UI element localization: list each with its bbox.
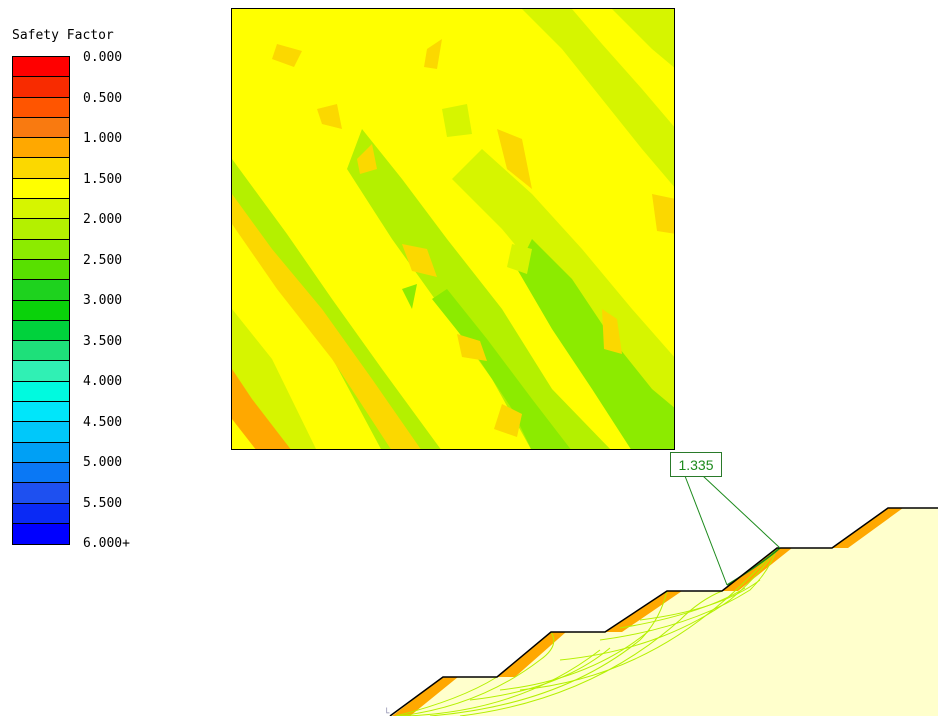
legend-swatch bbox=[13, 442, 69, 463]
contour-band bbox=[347, 129, 611, 449]
contour-band bbox=[232, 159, 441, 449]
legend-swatch bbox=[13, 402, 69, 423]
legend-swatch bbox=[13, 280, 69, 301]
contour-patch bbox=[317, 104, 342, 129]
contour-band bbox=[232, 309, 317, 449]
contour-patch bbox=[602, 309, 622, 354]
legend-color-scale bbox=[12, 56, 70, 546]
callout-leader-line bbox=[684, 475, 728, 586]
legend-swatch bbox=[13, 158, 69, 179]
legend-tick-label: 3.500 bbox=[83, 333, 123, 349]
legend-swatch bbox=[13, 523, 69, 545]
contour-patch bbox=[497, 129, 532, 189]
slip-surface bbox=[404, 649, 601, 716]
legend-swatch bbox=[13, 422, 69, 443]
legend-swatch bbox=[13, 199, 69, 220]
contour-band bbox=[432, 289, 571, 449]
slope-face-band bbox=[605, 591, 682, 632]
legend-tick-label: 2.000 bbox=[83, 212, 123, 227]
legend-swatch bbox=[13, 462, 69, 484]
slip-surface bbox=[559, 547, 778, 661]
slip-surface bbox=[619, 587, 746, 629]
contour-patch bbox=[272, 44, 302, 67]
legend-swatch bbox=[13, 219, 69, 240]
legend-tick-label: 4.500 bbox=[83, 414, 123, 430]
legend-swatch bbox=[13, 503, 69, 524]
slip-surface bbox=[499, 629, 651, 691]
legend-swatch bbox=[13, 320, 69, 342]
legend-swatch bbox=[13, 138, 69, 159]
legend-swatch bbox=[13, 97, 69, 118]
legend-swatch bbox=[13, 361, 69, 382]
contour-band bbox=[517, 239, 674, 449]
slip-surface bbox=[599, 547, 778, 641]
contour-patch bbox=[402, 284, 417, 309]
safety-factor-legend: Safety Factor 0.000 0.500 1.000 1.500 2.000 2… bbox=[0, 0, 200, 560]
callout-leader-line bbox=[702, 475, 781, 549]
contour-patch bbox=[402, 244, 437, 277]
slip-surface bbox=[399, 631, 555, 716]
critical-slip-surface bbox=[726, 547, 781, 586]
legend-swatch bbox=[13, 178, 69, 200]
legend-swatch bbox=[13, 117, 69, 139]
slope-face-band bbox=[497, 632, 566, 677]
contour-patch bbox=[457, 334, 487, 361]
legend-tick-label: 0.500 bbox=[83, 90, 123, 106]
contour-band bbox=[612, 9, 674, 68]
slip-surface bbox=[459, 590, 723, 716]
critical-safety-factor-label: 1.335 bbox=[670, 452, 722, 477]
slip-surface bbox=[469, 647, 611, 701]
legend-swatch bbox=[13, 483, 69, 504]
legend-title: Safety Factor bbox=[12, 28, 114, 43]
slip-surface bbox=[395, 676, 498, 716]
legend-tick-label: 1.500 bbox=[83, 171, 123, 187]
legend-swatch bbox=[13, 259, 69, 281]
contour-band bbox=[522, 9, 674, 187]
legend-swatch bbox=[13, 381, 69, 403]
contour-patch bbox=[442, 104, 472, 137]
legend-swatch bbox=[13, 77, 69, 98]
legend-swatch bbox=[13, 57, 69, 78]
contour-patch bbox=[424, 39, 442, 69]
slope-ground-profile bbox=[389, 507, 938, 716]
legend-tick-label: 5.000 bbox=[83, 455, 123, 470]
legend-swatch bbox=[13, 341, 69, 362]
contour-patch bbox=[507, 244, 532, 274]
contour-patch bbox=[494, 404, 522, 437]
legend-tick-label: 0.000 bbox=[83, 50, 123, 65]
axis-marker-icon: └ bbox=[384, 707, 390, 716]
slip-surface bbox=[429, 590, 668, 716]
legend-swatch bbox=[13, 239, 69, 260]
slope-face-band bbox=[832, 508, 903, 548]
safety-factor-grid-contour bbox=[231, 8, 675, 450]
contour-patch bbox=[652, 194, 674, 234]
slope-face-band bbox=[392, 677, 458, 716]
slip-surface bbox=[519, 547, 778, 691]
trial-slip-surfaces bbox=[395, 547, 778, 716]
legend-tick-label: 6.000+ bbox=[83, 536, 130, 551]
legend-tick-label: 5.500 bbox=[83, 495, 123, 511]
grid-contour-plot bbox=[232, 9, 674, 449]
legend-tick-label: 2.500 bbox=[83, 252, 123, 268]
legend-tick-label: 1.000 bbox=[83, 131, 123, 146]
legend-tick-label: 3.000 bbox=[83, 293, 123, 308]
legend-swatch bbox=[13, 300, 69, 321]
legend-tick-label: 4.000 bbox=[83, 374, 123, 389]
contour-patch bbox=[357, 144, 377, 174]
contour-band bbox=[232, 194, 421, 449]
